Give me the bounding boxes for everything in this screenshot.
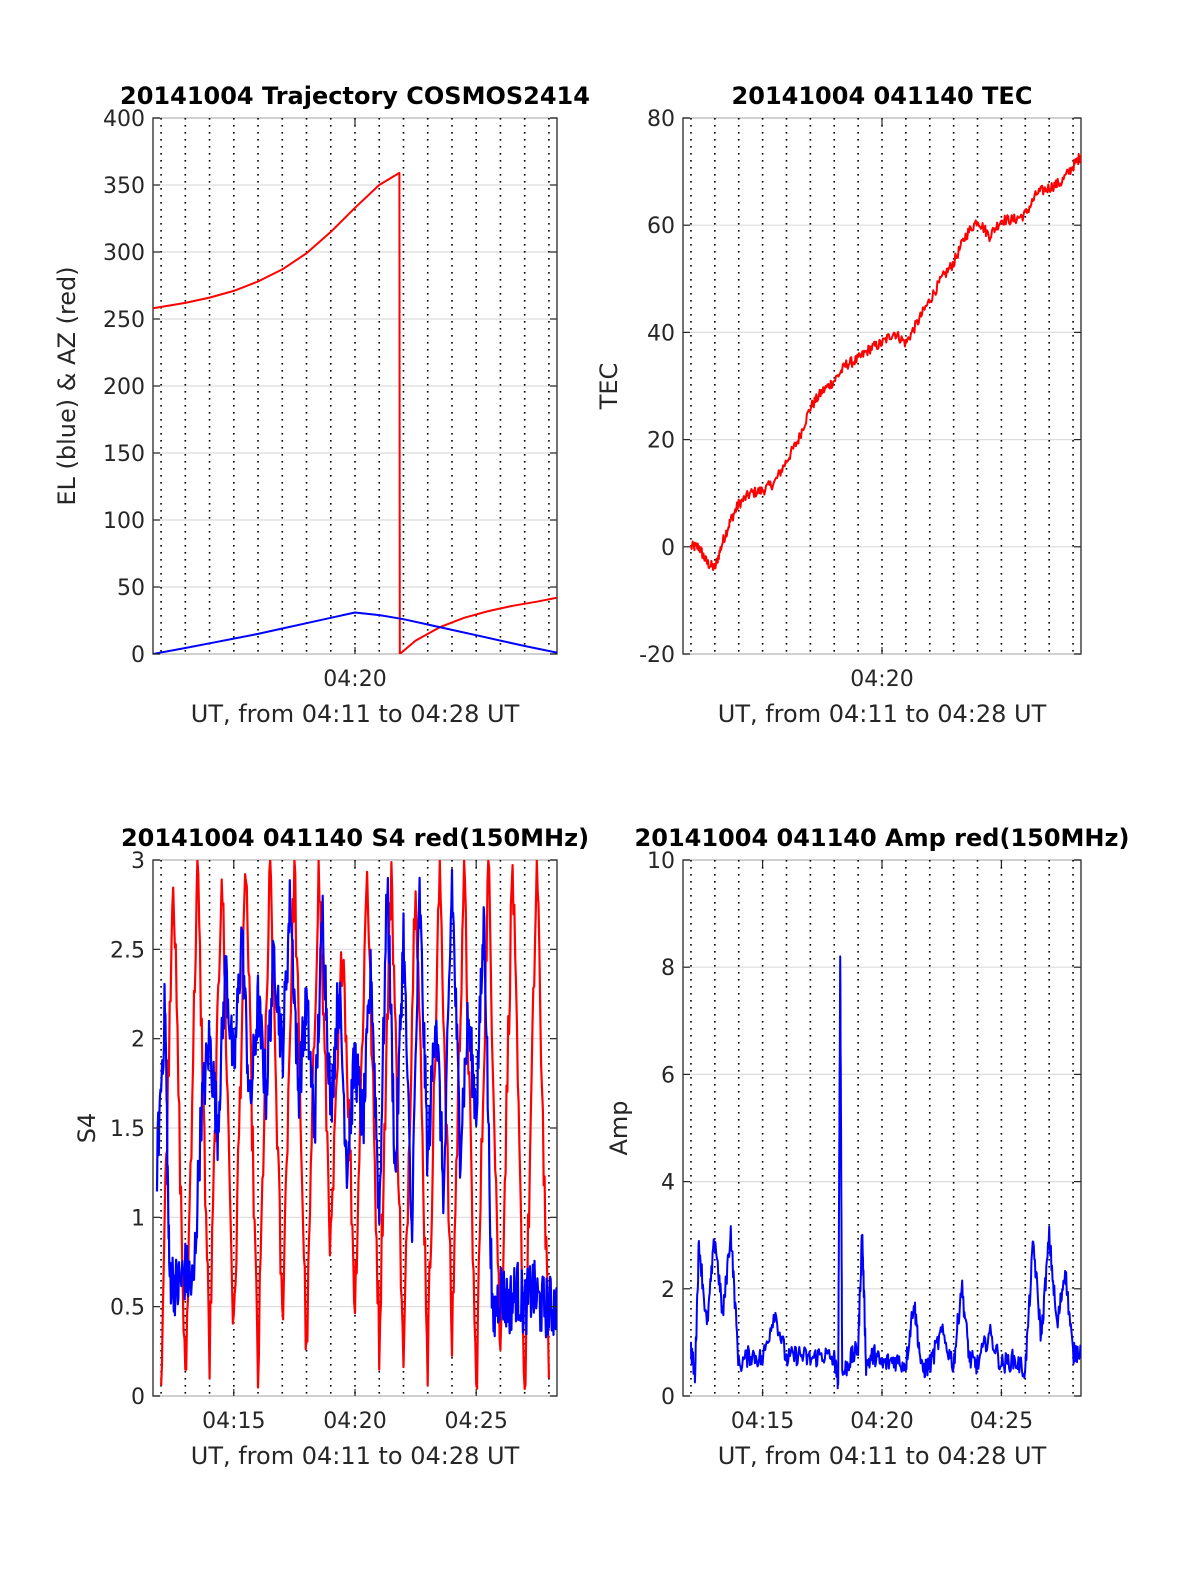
y-tick-label: 2.5 xyxy=(110,938,145,963)
x-tick-label: 04:15 xyxy=(731,1409,794,1434)
y-tick-label: 10 xyxy=(647,849,675,874)
y-tick-label: 0 xyxy=(661,1385,675,1410)
y-tick-label: 0 xyxy=(661,536,675,561)
y-tick-label: -20 xyxy=(639,643,675,668)
chart-title: 20141004 041140 S4 red(150MHz) xyxy=(121,824,589,852)
chart-tec: -20 0 20 40 60 80 04:20 20141004 041140 TEC UT, … xyxy=(595,82,1082,728)
chart-title: 20141004 Trajectory COSMOS2414 xyxy=(120,82,590,110)
y-tick-label: 300 xyxy=(103,241,145,266)
x-axis-label: UT, from 04:11 to 04:28 UT xyxy=(191,1442,520,1470)
y-tick-label: 0 xyxy=(131,1385,145,1410)
y-tick-label: 400 xyxy=(103,107,145,132)
y-tick-label: 80 xyxy=(647,107,675,132)
y-axis-label: TEC xyxy=(595,363,623,411)
x-tick-label: 04:20 xyxy=(323,667,386,692)
x-tick-label: 04:25 xyxy=(444,1409,507,1434)
y-tick-label: 3 xyxy=(131,849,145,874)
y-axis-label: Amp xyxy=(605,1100,633,1155)
y-tick-label: 2 xyxy=(661,1278,675,1303)
y-tick-label: 0.5 xyxy=(110,1296,145,1321)
x-tick-label: 04:15 xyxy=(202,1409,265,1434)
y-tick-label: 350 xyxy=(103,174,145,199)
x-tick-label: 04:20 xyxy=(323,1409,386,1434)
y-tick-label: 8 xyxy=(661,956,675,981)
x-tick-label: 04:20 xyxy=(850,667,913,692)
chart-trajectory: 0 50 100 150 200 250 300 350 400 04:20 20141004 Tr… xyxy=(53,82,590,728)
y-tick-label: 100 xyxy=(103,509,145,534)
x-tick-label: 04:25 xyxy=(970,1409,1033,1434)
plot-area xyxy=(682,859,1082,1397)
y-tick-label: 200 xyxy=(103,375,145,400)
y-tick-label: 50 xyxy=(117,576,145,601)
y-tick-label: 0 xyxy=(131,643,145,668)
y-tick-label: 150 xyxy=(103,442,145,467)
series-line-blue xyxy=(155,868,557,1339)
x-axis-label: UT, from 04:11 to 04:28 UT xyxy=(718,700,1047,728)
y-tick-label: 2 xyxy=(131,1028,145,1053)
y-tick-label: 250 xyxy=(103,308,145,333)
x-axis-label: UT, from 04:11 to 04:28 UT xyxy=(718,1442,1047,1470)
y-tick-label: 1.5 xyxy=(110,1117,145,1142)
series-line-blue xyxy=(153,611,557,654)
y-axis-label: S4 xyxy=(73,1113,101,1144)
x-axis-label: UT, from 04:11 to 04:28 UT xyxy=(191,700,520,728)
series-line-red xyxy=(153,171,557,654)
y-tick-label: 1 xyxy=(131,1206,145,1231)
chart-title: 20141004 041140 Amp red(150MHz) xyxy=(635,824,1130,852)
y-tick-label: 40 xyxy=(647,321,675,346)
series-line-blue xyxy=(690,955,1081,1390)
chart-s4: 0 0.5 1 1.5 2 2.5 3 04:15 04:20 04:25 20141004 041… xyxy=(73,824,589,1470)
chart-amp: 0 2 4 6 8 10 04:15 04:20 04:25 20141004 041140 Am… xyxy=(605,824,1129,1470)
series-line-red xyxy=(690,152,1081,571)
chart-title: 20141004 041140 TEC xyxy=(732,82,1033,110)
y-tick-label: 20 xyxy=(647,429,675,454)
series-line-red xyxy=(160,860,550,1391)
y-axis-label: EL (blue) & AZ (red) xyxy=(53,266,81,505)
y-tick-label: 60 xyxy=(647,214,675,239)
y-tick-label: 6 xyxy=(661,1063,675,1088)
plot-area xyxy=(682,117,1082,655)
y-tick-label: 4 xyxy=(661,1171,675,1196)
x-tick-label: 04:20 xyxy=(850,1409,913,1434)
